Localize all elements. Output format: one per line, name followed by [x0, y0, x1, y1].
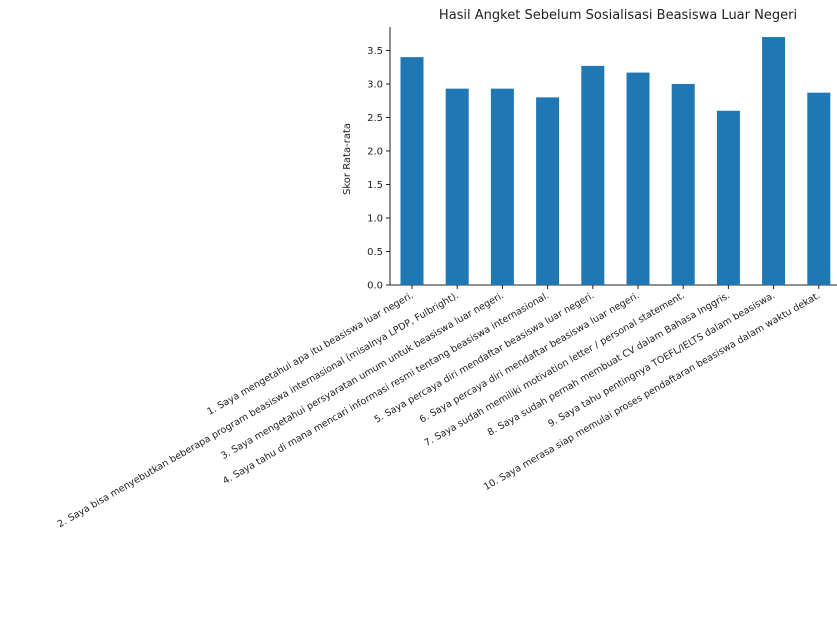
- x-tick-label: 10. Saya merasa siap memulai proses pend…: [482, 290, 822, 493]
- bar: [400, 57, 424, 285]
- bar: [581, 65, 605, 286]
- bar: [626, 72, 650, 285]
- bar: [807, 92, 831, 285]
- y-tick-label: 1.0: [367, 213, 383, 224]
- bar: [536, 97, 560, 285]
- y-tick-label: 1.5: [367, 180, 383, 191]
- y-axis-label: Skor Rata-rata: [342, 123, 353, 195]
- x-tick-label: 4. Saya tahu di mana mencari informasi r…: [221, 290, 551, 487]
- x-tick-label: 1. Saya mengetahui apa itu beasiswa luar…: [205, 290, 415, 418]
- chart-title: Hasil Angket Sebelum Sosialisasi Beasisw…: [439, 8, 797, 23]
- bar: [490, 88, 514, 285]
- bar: [716, 110, 740, 285]
- y-tick-label: 3.0: [367, 79, 383, 90]
- plot-area: 0.0 0.5 1.0 1.5 2.0 2.5 3.0 3.5 1. Saya mengetah…: [56, 27, 837, 530]
- y-tick-label: 3.5: [367, 46, 383, 57]
- y-tick-label: 0.5: [367, 247, 383, 258]
- bar: [762, 37, 786, 286]
- bar: [671, 83, 695, 286]
- bar: [445, 88, 469, 285]
- y-tick-label: 2.0: [367, 146, 383, 157]
- y-tick-label: 2.5: [367, 113, 383, 124]
- y-tick-label: 0.0: [367, 281, 383, 292]
